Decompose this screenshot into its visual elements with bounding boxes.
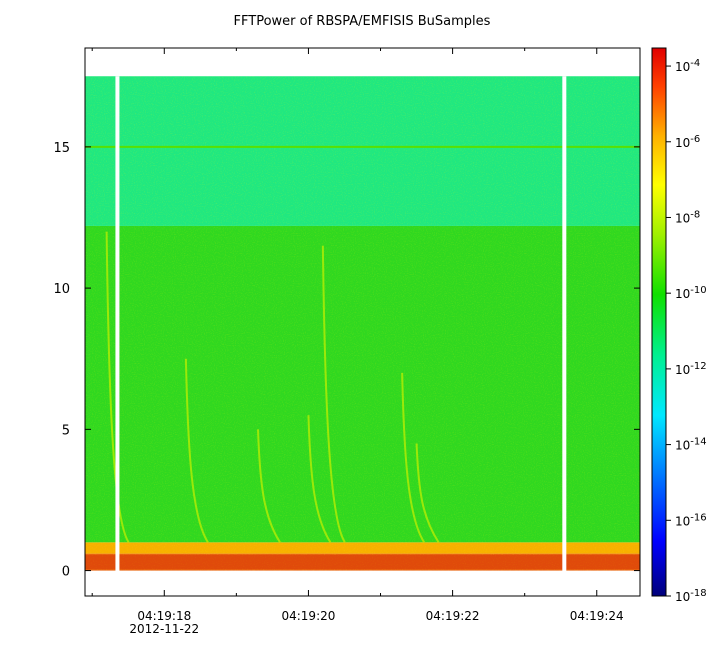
y-axis: 0 5 10 15 [53, 141, 640, 580]
whistler-trace [256, 429, 281, 543]
colorbar-tick-label: 10-14 [675, 437, 707, 453]
x-tick-label: 04:19:18 [137, 609, 191, 623]
colorbar-tick-label: 10-12 [675, 361, 707, 377]
colorbar-axis: 10-4 10-6 10-8 10-10 10-12 10-14 10-16 10-18 [666, 58, 707, 604]
whistler-trace [401, 372, 425, 543]
whistler-trace [184, 358, 209, 543]
y-tick-label: 10 [53, 282, 70, 297]
colorbar-tick-label: 10-18 [675, 588, 707, 604]
heat-speckle [85, 76, 640, 571]
x-tick-label: 04:19:20 [281, 609, 335, 623]
data-gap [562, 76, 567, 573]
whistler-trace [105, 231, 130, 543]
plot-frame [84, 47, 641, 597]
colorbar-tick-label: 10-4 [675, 58, 700, 74]
data-gap [115, 76, 120, 573]
whistler-trace [307, 415, 332, 543]
colorbar-tick-label: 10-10 [675, 285, 707, 301]
y-tick-label: 0 [62, 565, 70, 580]
chart-title: FFTPower of RBSPA/EMFISIS BuSamples [233, 14, 491, 29]
y-tick-label: 15 [53, 141, 70, 156]
x-tick-label: 04:19:22 [426, 609, 480, 623]
whistler-trace [321, 245, 346, 543]
colorbar [651, 47, 667, 597]
x-tick-label: 04:19:24 [570, 609, 624, 623]
spectrogram-image [85, 76, 640, 573]
y-tick-label: 5 [62, 423, 70, 438]
x-axis: 04:19:18 04:19:20 04:19:22 04:19:24 2012-11-… [91, 48, 624, 636]
whistler-trace [415, 443, 440, 543]
colorbar-tick-label: 10-16 [675, 512, 707, 528]
colorbar-tick-label: 10-6 [675, 134, 700, 150]
x-date-label: 2012-11-22 [129, 622, 199, 636]
colorbar-tick-label: 10-8 [675, 209, 700, 225]
heat-core [85, 555, 640, 570]
